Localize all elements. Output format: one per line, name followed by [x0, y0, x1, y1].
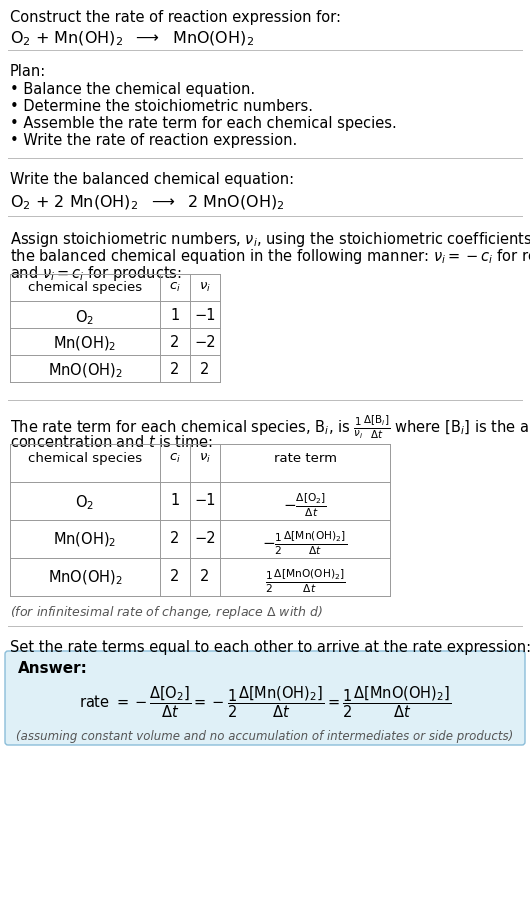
Text: Construct the rate of reaction expression for:: Construct the rate of reaction expressio… — [10, 10, 341, 25]
Text: −2: −2 — [194, 335, 216, 350]
Text: 2: 2 — [200, 362, 210, 377]
Text: O$_2$ + Mn(OH)$_2$  $\longrightarrow$  MnO(OH)$_2$: O$_2$ + Mn(OH)$_2$ $\longrightarrow$ MnO… — [10, 30, 254, 48]
Text: Answer:: Answer: — [18, 661, 88, 676]
Text: 2: 2 — [170, 335, 180, 350]
Text: • Assemble the rate term for each chemical species.: • Assemble the rate term for each chemic… — [10, 116, 397, 131]
Text: $c_i$: $c_i$ — [169, 281, 181, 294]
Text: Mn(OH)$_2$: Mn(OH)$_2$ — [54, 531, 117, 550]
Text: (assuming constant volume and no accumulation of intermediates or side products): (assuming constant volume and no accumul… — [16, 730, 514, 743]
Text: 2: 2 — [170, 362, 180, 377]
Text: chemical species: chemical species — [28, 281, 142, 294]
Text: O$_2$: O$_2$ — [75, 308, 94, 327]
Text: $\nu_i$: $\nu_i$ — [199, 281, 211, 294]
Text: $-\frac{\Delta[\mathrm{O_2}]}{\Delta t}$: $-\frac{\Delta[\mathrm{O_2}]}{\Delta t}$ — [283, 491, 327, 519]
Text: and $\nu_i = c_i$ for products:: and $\nu_i = c_i$ for products: — [10, 264, 182, 283]
Text: 2: 2 — [170, 569, 180, 584]
Text: (for infinitesimal rate of change, replace $\Delta$ with $d$): (for infinitesimal rate of change, repla… — [10, 604, 323, 621]
Text: • Determine the stoichiometric numbers.: • Determine the stoichiometric numbers. — [10, 99, 313, 114]
Text: O$_2$ + 2 Mn(OH)$_2$  $\longrightarrow$  2 MnO(OH)$_2$: O$_2$ + 2 Mn(OH)$_2$ $\longrightarrow$ 2… — [10, 194, 285, 212]
Text: concentration and $t$ is time:: concentration and $t$ is time: — [10, 434, 213, 450]
Text: 2: 2 — [200, 569, 210, 584]
Text: −1: −1 — [195, 493, 216, 508]
Text: MnO(OH)$_2$: MnO(OH)$_2$ — [48, 362, 122, 380]
Text: Assign stoichiometric numbers, $\nu_i$, using the stoichiometric coefficients, $: Assign stoichiometric numbers, $\nu_i$, … — [10, 230, 530, 249]
Text: • Balance the chemical equation.: • Balance the chemical equation. — [10, 82, 255, 97]
Text: Write the balanced chemical equation:: Write the balanced chemical equation: — [10, 172, 294, 187]
Text: $\frac{1}{2}\frac{\Delta[\mathrm{MnO(OH)_2}]}{\Delta t}$: $\frac{1}{2}\frac{\Delta[\mathrm{MnO(OH)… — [264, 567, 346, 594]
Text: the balanced chemical equation in the following manner: $\nu_i = -c_i$ for react: the balanced chemical equation in the fo… — [10, 247, 530, 266]
Text: 1: 1 — [170, 308, 180, 323]
Text: rate $= -\dfrac{\Delta[\mathrm{O_2}]}{\Delta t} = -\dfrac{1}{2}\dfrac{\Delta[\ma: rate $= -\dfrac{\Delta[\mathrm{O_2}]}{\D… — [79, 684, 451, 720]
Text: MnO(OH)$_2$: MnO(OH)$_2$ — [48, 569, 122, 587]
Text: chemical species: chemical species — [28, 452, 142, 465]
Text: The rate term for each chemical species, B$_i$, is $\frac{1}{\nu_i}\frac{\Delta[: The rate term for each chemical species,… — [10, 414, 530, 441]
Text: • Write the rate of reaction expression.: • Write the rate of reaction expression. — [10, 133, 297, 148]
FancyBboxPatch shape — [5, 651, 525, 745]
Text: −1: −1 — [195, 308, 216, 323]
Text: $c_i$: $c_i$ — [169, 452, 181, 465]
Text: rate term: rate term — [273, 452, 337, 465]
Text: O$_2$: O$_2$ — [75, 493, 94, 511]
Text: $\nu_i$: $\nu_i$ — [199, 452, 211, 465]
Text: Set the rate terms equal to each other to arrive at the rate expression:: Set the rate terms equal to each other t… — [10, 640, 530, 655]
Text: Plan:: Plan: — [10, 64, 46, 79]
Text: $-\frac{1}{2}\frac{\Delta[\mathrm{Mn(OH)_2}]}{\Delta t}$: $-\frac{1}{2}\frac{\Delta[\mathrm{Mn(OH)… — [262, 529, 348, 557]
Text: 1: 1 — [170, 493, 180, 508]
Text: −2: −2 — [194, 531, 216, 546]
Text: 2: 2 — [170, 531, 180, 546]
Text: Mn(OH)$_2$: Mn(OH)$_2$ — [54, 335, 117, 353]
